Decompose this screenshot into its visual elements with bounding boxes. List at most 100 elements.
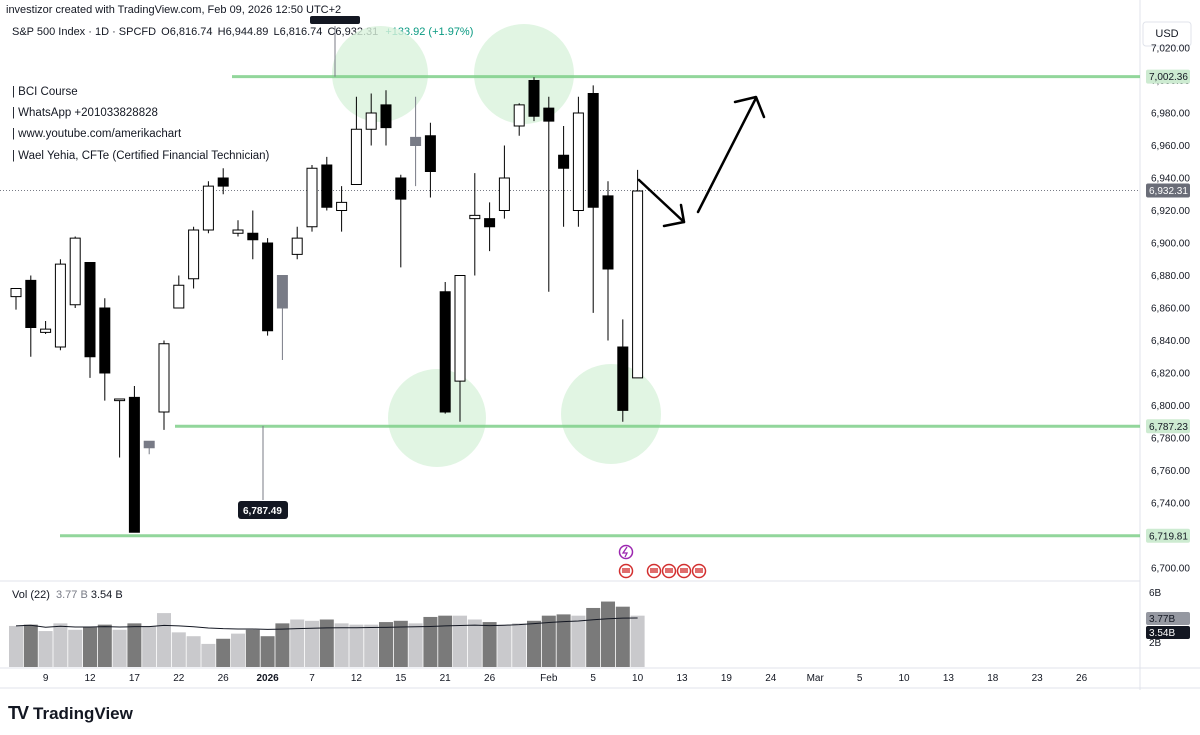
candle-body (217, 177, 229, 187)
event-lightning-icon (618, 544, 634, 560)
x-tick-label: 18 (987, 673, 999, 684)
level-price-label: 7,002.36 (1149, 72, 1188, 83)
volume-bar (68, 629, 83, 667)
candle-body (54, 263, 66, 348)
volume-bar (260, 636, 275, 667)
candle-body (128, 396, 140, 533)
volume-bar (601, 601, 615, 667)
volume-bar (9, 625, 23, 667)
volume-bar (290, 619, 305, 667)
volume-bar (171, 632, 186, 667)
close-label: C (327, 26, 336, 38)
arrow-up-head (733, 95, 766, 119)
volume-bar (379, 622, 393, 667)
candle-body (395, 177, 407, 200)
flag-stripes-icon (622, 568, 630, 573)
volume-tick-label: 2B (1149, 638, 1162, 649)
y-tick-label: 6,860.00 (1151, 304, 1190, 315)
x-tick-label: 15 (395, 673, 407, 684)
x-tick-label: 19 (721, 673, 733, 684)
candle-body (291, 237, 303, 255)
volume-bar (541, 615, 556, 667)
y-tick-label: 6,940.00 (1151, 174, 1190, 185)
y-tick-label: 6,900.00 (1151, 239, 1190, 250)
current-price-tag (1146, 183, 1190, 198)
note-whatsapp: | WhatsApp +201033828828 (12, 107, 158, 119)
y-tick-label: 6,740.00 (1151, 499, 1190, 510)
x-tick-label: 5 (590, 673, 596, 684)
volume-bar (97, 624, 112, 667)
currency-box (1142, 21, 1192, 47)
note-bci-course: | BCI Course (12, 86, 78, 98)
candle-body (202, 185, 214, 231)
x-tick-label: 13 (943, 673, 955, 684)
volume-bar (438, 615, 453, 667)
y-tick-label: 7,020.00 (1151, 44, 1190, 55)
candle-body (158, 343, 170, 413)
candle-body (173, 284, 185, 309)
volume-bar (112, 629, 127, 667)
candle-body (439, 291, 451, 413)
candle-body (25, 279, 37, 328)
flag-stripes-icon (650, 568, 658, 573)
y-tick-label: 6,760.00 (1151, 466, 1190, 477)
candle-body (350, 128, 362, 185)
volume-bar (527, 620, 541, 667)
symbol-name[interactable]: S&P 500 Index · 1D · SPCFD (12, 26, 157, 38)
flag-stripes-icon (665, 568, 673, 573)
level-price-label: 6,719.81 (1149, 531, 1188, 542)
y-tick-label: 6,820.00 (1151, 369, 1190, 380)
volume-name: Vol (22) (12, 589, 50, 601)
candle-body (247, 232, 259, 241)
volume-bar (630, 615, 645, 667)
candle-body (632, 190, 644, 379)
x-tick-label: 21 (440, 673, 452, 684)
x-tick-label: 26 (218, 673, 230, 684)
y-tick-label: 6,840.00 (1151, 336, 1190, 347)
tradingview-logo-text: TradingView (33, 703, 133, 723)
volume-bar (275, 623, 290, 667)
note-youtube: | www.youtube.com/amerikachart (12, 128, 182, 140)
candle-body (424, 135, 436, 172)
candle-body (321, 164, 333, 208)
candle-body (617, 346, 629, 411)
x-tick-label: 23 (1032, 673, 1044, 684)
volume-bar (38, 631, 53, 667)
volume-last-tag (1146, 626, 1190, 639)
lightning-glyph-icon (621, 546, 629, 558)
candle-body (572, 112, 584, 211)
volume-bar (186, 636, 201, 667)
candle-body (188, 229, 200, 280)
volume-ma-tag (1146, 612, 1190, 625)
current-price-label: 6,932.31 (1149, 186, 1188, 197)
candle-body (114, 398, 126, 402)
x-tick-label: 26 (1076, 673, 1088, 684)
candle-body (232, 229, 244, 234)
volume-bar (423, 616, 438, 667)
x-tick-label: 12 (351, 673, 363, 684)
x-tick-label: 24 (765, 673, 777, 684)
highlight-circle-bottom-left (388, 369, 486, 467)
candle-body (558, 154, 570, 169)
volume-bar (453, 615, 467, 667)
currency-label[interactable]: USD (1155, 28, 1179, 40)
volume-bar (142, 625, 157, 667)
candle-body (262, 242, 274, 332)
low-value: 6,816.74 (279, 26, 323, 38)
tradingview-logo[interactable]: TV TradingView (8, 703, 133, 724)
y-tick-label: 6,700.00 (1151, 564, 1190, 575)
level-price-tag (1146, 419, 1190, 434)
x-tick-label: 12 (84, 673, 96, 684)
level-price-tag (1146, 528, 1190, 543)
x-tick-label: 5 (857, 673, 863, 684)
candle-body (513, 104, 525, 127)
volume-bar (467, 619, 482, 667)
tradingview-logo-icon: TV (8, 703, 29, 723)
candle-body (99, 307, 111, 374)
volume-bar (245, 629, 260, 667)
y-tick-label: 6,920.00 (1151, 206, 1190, 217)
volume-bar (615, 606, 630, 667)
volume-bar (586, 607, 601, 667)
high-value: 6,944.89 (225, 26, 269, 38)
